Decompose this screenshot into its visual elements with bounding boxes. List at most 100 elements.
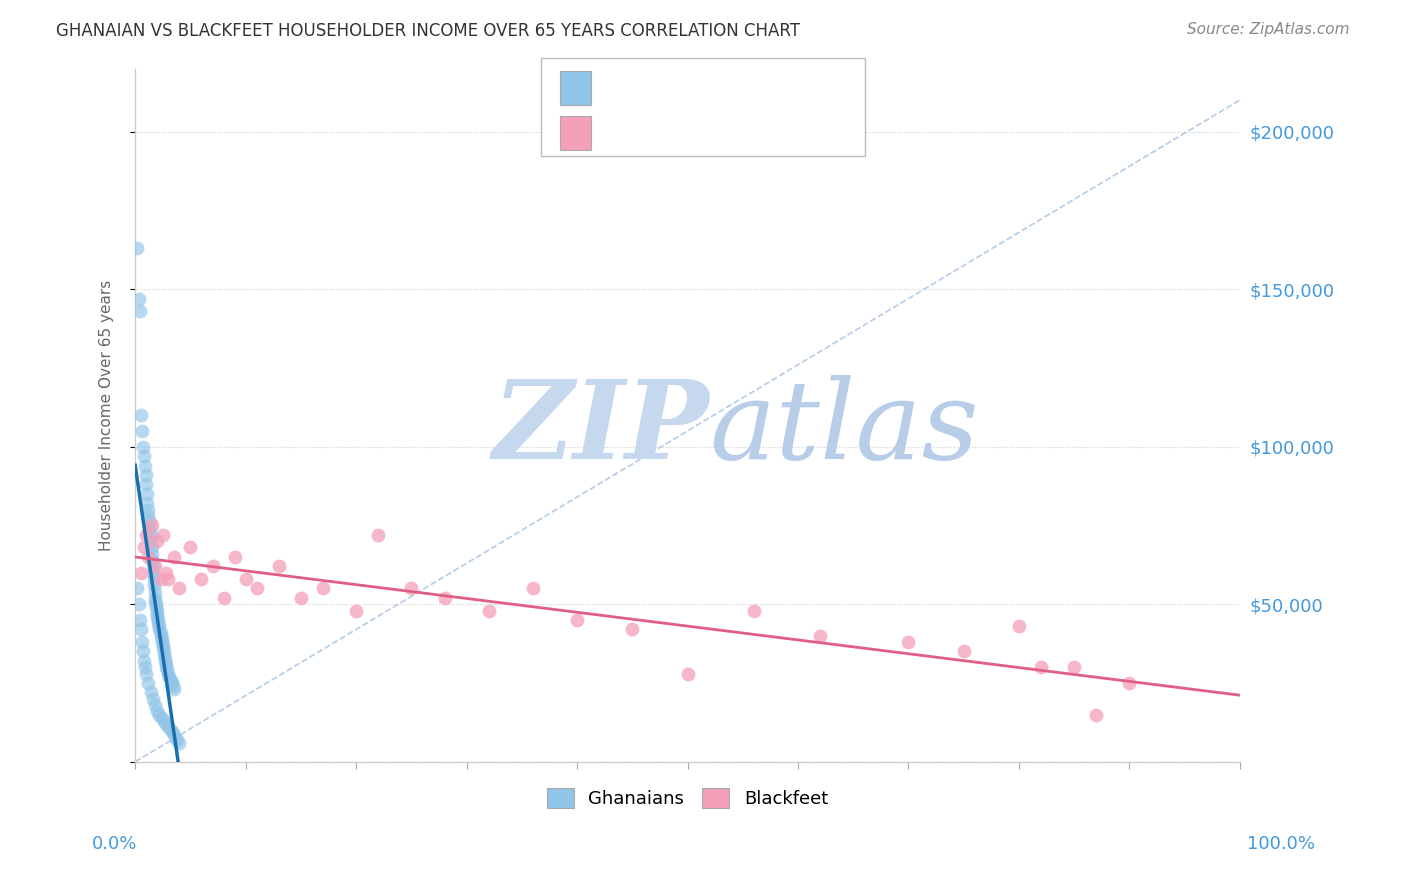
Point [131,424,153,438]
Point [141,553,163,567]
Text: Source: ZipAtlas.com: Source: ZipAtlas.com [1187,22,1350,37]
Point [129,623,152,637]
Point [224,549,246,564]
Point [139,685,162,699]
Point [127,582,149,596]
Point [134,458,156,473]
Text: GHANAIAN VS BLACKFEET HOUSEHOLDER INCOME OVER 65 YEARS CORRELATION CHART: GHANAIAN VS BLACKFEET HOUSEHOLDER INCOME… [56,22,800,40]
Point [565,613,588,627]
Point [150,635,173,649]
Point [166,732,188,747]
Point [135,468,157,483]
Point [149,572,172,586]
Point [143,594,166,608]
Point [141,541,163,555]
Point [153,650,176,665]
Point [135,528,157,542]
Point [742,603,765,617]
Point [132,654,155,668]
Point [152,641,174,656]
Point [163,682,186,697]
Point [146,534,169,549]
Point [132,541,155,555]
Point [149,625,172,640]
Point [128,292,150,306]
Point [138,508,160,523]
Point [142,566,165,580]
Point [138,516,160,530]
Point [145,597,167,611]
Point [138,502,160,516]
Point [148,619,170,633]
Point [159,723,181,738]
Point [146,607,169,621]
Text: 0.155: 0.155 [637,85,706,103]
Point [1063,660,1085,674]
Point [150,632,173,646]
Text: atlas: atlas [710,376,979,483]
Point [433,591,456,605]
Point [141,518,163,533]
Point [148,623,170,637]
Point [344,603,367,617]
Point [897,635,920,649]
Text: 80: 80 [756,85,782,103]
Point [138,549,160,564]
Text: ZIP: ZIP [494,376,710,483]
Point [143,591,166,605]
Point [139,534,162,549]
Point [155,566,177,580]
Point [145,600,167,615]
Point [808,629,831,643]
Point [136,487,159,501]
Point [153,648,176,662]
Point [153,654,176,668]
Point [290,591,312,605]
Point [212,591,235,605]
Point [157,720,180,734]
Point [129,566,152,580]
Point [128,597,150,611]
Point [621,623,644,637]
Point [367,528,389,542]
Point [132,440,155,454]
Point [127,241,149,255]
Point [143,559,166,574]
Point [1085,707,1108,722]
Point [146,610,169,624]
Point [153,714,176,728]
Point [312,582,335,596]
Point [246,582,269,596]
Point [128,613,150,627]
Point [267,559,290,574]
Point [160,676,183,690]
Point [157,572,180,586]
Text: 41: 41 [756,129,787,147]
Point [132,644,155,658]
Point [1029,660,1052,674]
Point [159,673,181,687]
Point [143,572,166,586]
Point [478,603,501,617]
Text: N =: N = [700,85,752,103]
Point [155,660,177,674]
Point [179,541,201,555]
Point [952,644,974,658]
Text: R =: R = [599,85,638,103]
Text: R =: R = [599,129,638,147]
Point [162,679,184,693]
Point [146,603,169,617]
Point [169,736,191,750]
Point [169,582,191,596]
Point [143,698,166,712]
Point [138,522,160,536]
Point [139,528,162,542]
Point [149,629,172,643]
Point [141,547,163,561]
Point [522,582,544,596]
Point [143,584,166,599]
Point [155,717,177,731]
Point [135,666,157,681]
Point [148,616,170,631]
Point [138,676,160,690]
